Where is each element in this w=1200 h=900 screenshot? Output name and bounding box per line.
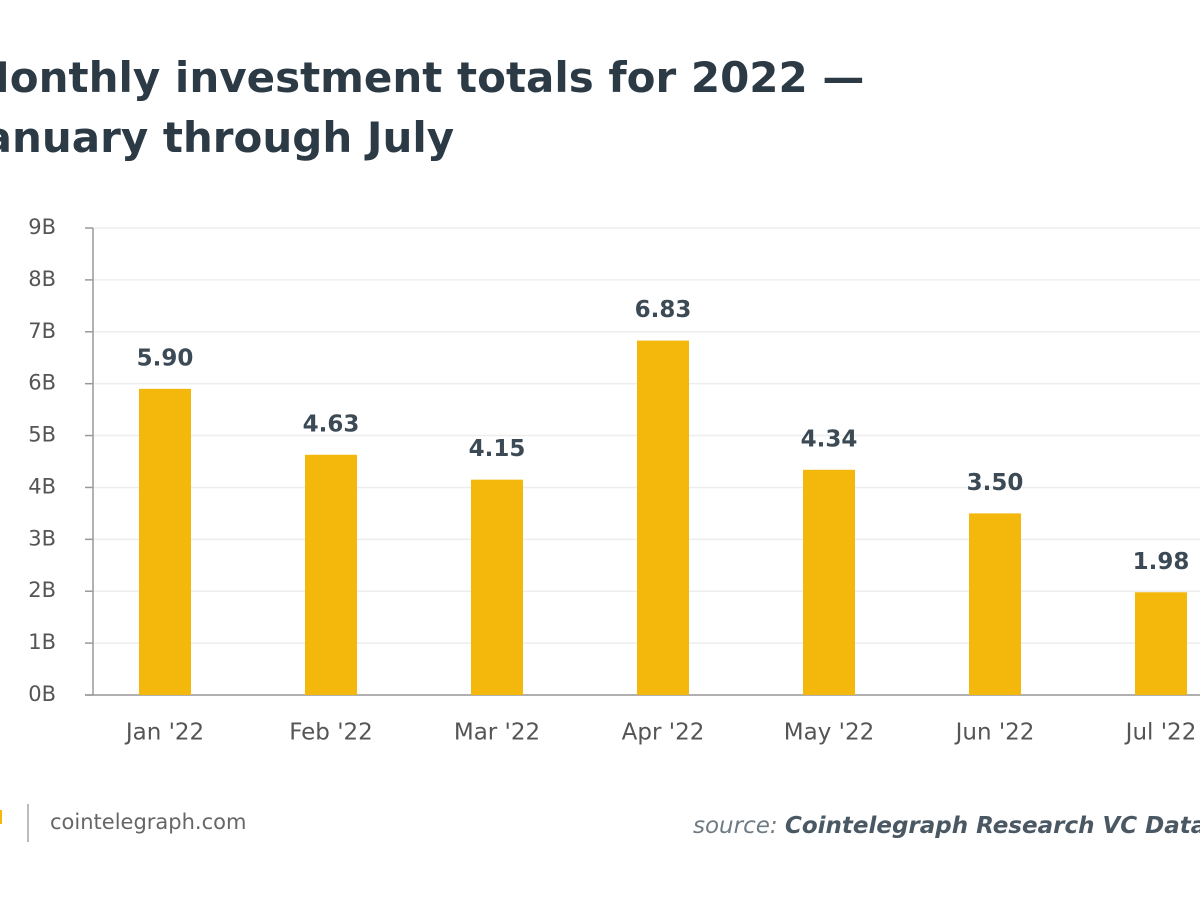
value-label: 6.83 (635, 297, 692, 323)
bar (305, 454, 357, 695)
y-tick-label: 9B (28, 215, 56, 239)
value-label: 5.90 (137, 345, 194, 371)
source: source: Cointelegraph Research VC Databa… (693, 813, 1200, 839)
value-label: 4.63 (303, 411, 360, 437)
x-tick-label: Mar '22 (454, 720, 540, 746)
bar (139, 388, 191, 695)
chart-title: Monthly investment totals for 2022 — Jan… (0, 53, 865, 162)
y-tick-label: 7B (28, 319, 56, 343)
y-tick-label: 4B (28, 474, 56, 498)
value-label: 1.98 (1133, 549, 1190, 575)
y-tick-label: 8B (28, 267, 56, 291)
bar (803, 469, 855, 695)
y-tick-label: 5B (28, 423, 56, 447)
y-tick-label: 0B (28, 682, 56, 706)
bar (969, 513, 1021, 695)
bar (471, 479, 523, 695)
site-label: cointelegraph.com (50, 810, 246, 834)
y-tick-label: 1B (28, 630, 56, 654)
y-tick-label: 2B (28, 578, 56, 602)
value-label: 4.15 (469, 436, 526, 462)
logo (0, 810, 2, 824)
source-name: Cointelegraph Research VC Database (785, 813, 1200, 839)
y-tick-label: 6B (28, 371, 56, 395)
value-label: 4.34 (801, 426, 858, 452)
y-tick-label: 3B (28, 526, 56, 550)
x-tick-label: Feb '22 (289, 720, 373, 746)
bar (1135, 592, 1187, 695)
x-tick-label: May '22 (784, 720, 874, 746)
source-label: source: (693, 813, 778, 839)
bar (637, 340, 689, 695)
x-tick-label: Apr '22 (622, 720, 705, 746)
x-tick-label: Jun '22 (954, 720, 1035, 746)
x-tick-label: Jul '22 (1124, 720, 1197, 746)
value-label: 3.50 (967, 470, 1024, 496)
x-tick-label: Jan '22 (124, 720, 204, 746)
